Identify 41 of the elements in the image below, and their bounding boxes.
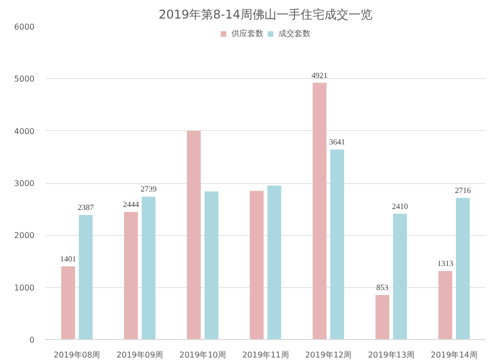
x-tick-label: 2019年14周: [430, 350, 478, 360]
bar: [312, 82, 326, 340]
data-label: 2444: [122, 200, 139, 210]
data-label: 1313: [437, 259, 454, 268]
y-tick-label: 6000: [14, 22, 34, 32]
bar: [204, 191, 218, 340]
bar: [438, 271, 452, 340]
chart-title: 2019年第8-14周佛山一手住宅成交一览: [158, 8, 372, 22]
data-label: 3641: [329, 138, 346, 147]
bar: [78, 214, 93, 340]
bar: [456, 198, 470, 340]
y-tick-label: 4000: [14, 126, 34, 136]
x-tick-label: 2019年11周: [242, 350, 289, 360]
bar: [61, 266, 76, 340]
y-tick-label: 5000: [14, 74, 34, 84]
data-label: 2410: [392, 202, 408, 211]
x-tick-label: 2019年09周: [116, 350, 164, 360]
bar: [393, 214, 407, 340]
bar: [330, 150, 344, 340]
y-tick-label: 0: [29, 336, 35, 344]
legend-label: 供应套数: [232, 28, 264, 39]
x-tick-label: 2019年12周: [305, 350, 352, 360]
bar: [186, 130, 201, 340]
y-tick-label: 2000: [14, 231, 34, 240]
bar: [250, 190, 264, 340]
y-tick-label: 3000: [14, 179, 34, 188]
data-label: 2716: [454, 186, 471, 195]
x-tick-label: 2019年10周: [179, 350, 226, 360]
data-label: 1401: [60, 254, 76, 264]
bar: [124, 212, 138, 340]
data-label: 4921: [312, 70, 328, 80]
x-tick-label: 2019年13周: [368, 350, 414, 360]
bar: [267, 186, 282, 340]
data-label: 2387: [78, 202, 94, 212]
legend-label: 成交套数: [278, 28, 310, 39]
bar: [142, 196, 156, 340]
x-tick-label: 2019年08周: [54, 350, 100, 360]
bar: [376, 295, 390, 340]
y-tick-label: 1000: [14, 283, 34, 292]
data-label: 2739: [140, 184, 157, 194]
data-label: 853: [376, 283, 388, 292]
